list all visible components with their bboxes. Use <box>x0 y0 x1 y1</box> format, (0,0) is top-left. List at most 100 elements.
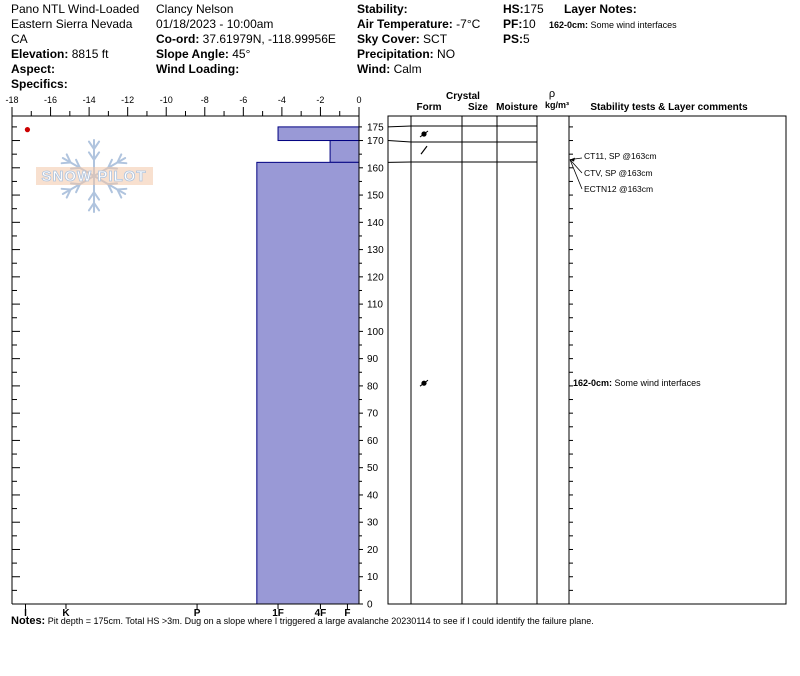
height-tick-label: 150 <box>367 191 384 202</box>
snowflake-branch <box>87 140 95 150</box>
snowflake-branch <box>93 140 101 150</box>
temp-tick-label: -12 <box>121 95 134 105</box>
header-moisture: Moisture <box>496 102 538 113</box>
hardness-layers <box>256 126 360 605</box>
notes-row: Notes: Pit depth = 175cm. Total HS >3m. … <box>11 615 594 627</box>
watermark-band <box>36 167 153 185</box>
height-tick-label: 110 <box>367 300 383 311</box>
coord-row: Co-ord: 37.61979N, -118.99956E <box>156 32 336 46</box>
precip-value: NO <box>437 47 456 61</box>
header-size: Size <box>468 102 488 113</box>
temp-tick-label: -8 <box>201 95 209 105</box>
stability-pointer <box>569 159 583 190</box>
height-tick-label: 175 <box>367 122 384 133</box>
precip-row: Precipitation: NO <box>357 47 456 61</box>
temp-tick-label: -10 <box>160 95 173 105</box>
crystal-stroke <box>419 130 429 138</box>
height-tick-label: 10 <box>367 572 379 583</box>
layer-comment-text: Some wind interfaces <box>615 378 702 388</box>
layer-comment-range: 162-0cm: <box>573 378 615 388</box>
wind-loading-row: Wind Loading: <box>156 62 240 76</box>
header-crystal: Crystal <box>446 91 480 102</box>
temp-tick-label: 0 <box>356 95 361 105</box>
snowflake-branch <box>116 161 128 165</box>
temperature-points <box>24 127 31 133</box>
hardness-tick-label: K <box>62 608 70 619</box>
temp-tick-label: -4 <box>278 95 286 105</box>
height-tick-label: 170 <box>367 136 384 147</box>
snowflake-branch <box>87 151 95 161</box>
snowflake-branch <box>75 158 81 169</box>
hardness-axis: I K P 1F 4F F <box>24 604 350 619</box>
snowflake-branch <box>93 202 101 212</box>
observer-name: Clancy Nelson <box>156 2 234 16</box>
ps-row: PS:5 <box>503 32 530 46</box>
snowflake-branch <box>87 202 95 212</box>
temp-tick-label: -14 <box>83 95 96 105</box>
height-tick-label: 120 <box>367 272 384 283</box>
header-col-location: Pano NTL Wind-Loaded Eastern Sierra Neva… <box>11 2 139 92</box>
crystal-symbols <box>419 130 429 387</box>
snowflake-branch <box>75 183 81 194</box>
height-axis: 1751701601501401301201101009080706050403… <box>12 122 384 611</box>
hardness-layer-2 <box>256 161 360 605</box>
layer-notes-title: Layer Notes: <box>564 2 637 16</box>
temp-tick-label: -6 <box>239 95 247 105</box>
crystal-slash-symbol <box>420 145 428 155</box>
layer-comments: 162-0cm: Some wind interfaces <box>573 378 701 388</box>
header-col-observer: Clancy Nelson 01/18/2023 - 10:00am Co-or… <box>156 2 336 77</box>
hs-value: 175 <box>523 2 544 16</box>
height-tick-label: 80 <box>367 381 379 392</box>
snowflake-branch <box>87 191 95 201</box>
hardness-layer-0 <box>277 126 360 142</box>
layer-notes-entry: 162-0cm: Some wind interfaces <box>549 18 677 33</box>
air-temp-value: -7°C <box>456 17 481 31</box>
header-form: Form <box>417 102 442 113</box>
state-name: CA <box>11 32 28 46</box>
hardness-tick-label: 4F <box>315 608 327 619</box>
crystal-faceted-symbol <box>419 130 429 138</box>
notes-text: Pit depth = 175cm. Total HS >3m. Dug on … <box>47 616 594 626</box>
table-frame <box>387 115 787 605</box>
temp-tick-label: -2 <box>316 95 324 105</box>
header-rho: ρ <box>549 88 555 100</box>
aspect-row: Aspect: <box>11 62 56 76</box>
temp-tick-label: -18 <box>5 95 18 105</box>
ps-value: 5 <box>523 32 530 46</box>
height-tick-label: 20 <box>367 545 379 556</box>
observation-datetime: 01/18/2023 - 10:00am <box>156 17 274 31</box>
elevation-row: Elevation: 8815 ft <box>11 47 109 61</box>
air-temp-row: Air Temperature: -7°C <box>357 17 481 31</box>
snowflake-branch <box>65 153 72 164</box>
notes-label: Notes: <box>11 615 46 627</box>
height-tick-label: 100 <box>367 327 384 338</box>
crystal-stroke <box>419 379 429 387</box>
snowflake-branch <box>65 188 72 199</box>
snowflake-branch <box>60 187 72 191</box>
temp-tick-label: -16 <box>44 95 57 105</box>
layer-connector-line <box>387 125 412 128</box>
height-tick-label: 130 <box>367 245 384 256</box>
stability-row: Stability: <box>357 2 408 16</box>
stability-test-label: CT11, SP @163cm <box>584 151 657 161</box>
layer-notes-range: 162-0cm: <box>549 20 589 30</box>
snowflake-branch <box>116 187 128 191</box>
height-tick-label: 0 <box>367 600 373 611</box>
pit-name: Pano NTL Wind-Loaded <box>11 2 140 16</box>
snowflake-branch <box>93 151 101 161</box>
header-col-weather: Stability: Air Temperature: -7°C Sky Cov… <box>357 2 480 77</box>
height-tick-label: 40 <box>367 490 379 501</box>
sky-value: SCT <box>423 32 448 46</box>
range-name: Eastern Sierra Nevada <box>11 17 133 31</box>
layer-comment: 162-0cm: Some wind interfaces <box>573 378 701 388</box>
elevation-value: 8815 ft <box>71 47 109 61</box>
hardness-layer-1 <box>329 140 360 163</box>
height-tick-label: 140 <box>367 218 384 229</box>
snowflake-branch <box>107 158 113 169</box>
stability-pointer <box>569 159 583 174</box>
sky-row: Sky Cover: SCT <box>357 32 448 46</box>
snowflake-branch <box>107 183 113 194</box>
table-headers: Crystal Form Size Moisture ρ kg/m³ Stabi… <box>417 88 749 113</box>
header-stability-comments: Stability tests & Layer comments <box>590 102 748 113</box>
wind-value: Calm <box>393 62 422 76</box>
